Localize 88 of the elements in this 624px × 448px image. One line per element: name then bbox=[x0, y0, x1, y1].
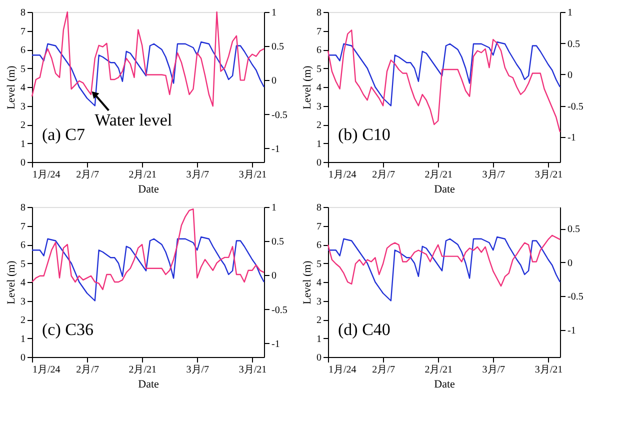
y-tick-label: 2 bbox=[316, 120, 322, 131]
annotation: (d) C40 bbox=[338, 320, 390, 339]
x-tick-label: 2月/7 bbox=[372, 364, 395, 376]
x-tick-label: 1月/24 bbox=[328, 364, 356, 376]
y-tick-label: 7 bbox=[20, 221, 26, 232]
x-axis-title: Date bbox=[434, 184, 455, 196]
y2-tick-label: -1 bbox=[568, 325, 576, 336]
y-tick-label: 5 bbox=[316, 64, 322, 75]
annotation: (c) C36 bbox=[42, 320, 94, 339]
x-tick-label: 3月/7 bbox=[482, 364, 506, 376]
y-tick-label: 3 bbox=[316, 101, 322, 112]
x-axis-title: Date bbox=[434, 378, 455, 390]
y-tick-label: 8 bbox=[316, 8, 322, 18]
x-tick-label: 3月/7 bbox=[186, 364, 210, 376]
y2-tick-label: 0 bbox=[272, 270, 276, 282]
annotation: (b) C10 bbox=[338, 125, 390, 144]
y-tick-label: 0 bbox=[316, 158, 322, 168]
y-tick-label: 0 bbox=[20, 158, 26, 168]
y-tick-label: 1 bbox=[20, 334, 26, 345]
y-tick-label: 2 bbox=[20, 120, 26, 131]
y2-tick-label: -1 bbox=[272, 144, 280, 155]
y-tick-label: 0 bbox=[316, 352, 322, 364]
y-tick-label: 8 bbox=[316, 202, 322, 214]
y-tick-label: 3 bbox=[20, 296, 26, 308]
y-tick-label: 1 bbox=[316, 334, 322, 345]
y-tick-label: 6 bbox=[20, 240, 26, 251]
x-tick-label: 2月/7 bbox=[372, 170, 395, 180]
y-tick-label: 1 bbox=[20, 138, 26, 150]
x-tick-label: 1月/24 bbox=[32, 170, 60, 180]
y-tick-label: 6 bbox=[20, 45, 26, 56]
x-tick-label: 2月/7 bbox=[76, 364, 99, 376]
y-tick-label: 4 bbox=[20, 278, 26, 288]
y2-tick-label: -0.5 bbox=[568, 292, 584, 303]
y2-tick-label: 0 bbox=[568, 70, 572, 81]
y-tick-label: 2 bbox=[316, 315, 322, 326]
y2-tick-label: 0.5 bbox=[272, 236, 284, 248]
y-axis-title: Level (m) bbox=[6, 260, 18, 304]
x-tick-label: 3月/7 bbox=[186, 170, 210, 180]
y2-tick-label: 0.5 bbox=[568, 38, 580, 50]
annotation: (a) C7 bbox=[42, 125, 86, 144]
y-tick-label: 4 bbox=[20, 82, 26, 94]
y-tick-label: 1 bbox=[316, 138, 322, 150]
x-tick-label: 1月/24 bbox=[328, 170, 356, 180]
y-axis-title: Level (m) bbox=[302, 65, 314, 110]
y-tick-label: 3 bbox=[20, 101, 26, 112]
y2-tick-label: -1 bbox=[272, 338, 280, 350]
x-tick-label: 3月/21 bbox=[534, 170, 563, 180]
y-tick-label: 4 bbox=[316, 278, 322, 288]
y2-tick-label: -1 bbox=[568, 132, 576, 144]
x-tick-label: 3月/7 bbox=[482, 170, 506, 180]
x-tick-label: 3月/21 bbox=[534, 364, 563, 376]
y-tick-label: 3 bbox=[316, 296, 322, 308]
x-tick-label: 3月/21 bbox=[238, 364, 267, 376]
x-tick-label: 3月/21 bbox=[238, 170, 267, 180]
y-tick-label: 4 bbox=[316, 82, 322, 94]
y-tick-label: 8 bbox=[20, 8, 26, 18]
x-tick-label: 1月/24 bbox=[32, 364, 60, 376]
y2-tick-label: -0.5 bbox=[272, 304, 288, 316]
y-tick-label: 0 bbox=[20, 352, 26, 364]
y2-tick-label: 1 bbox=[272, 8, 276, 18]
y2-tick-label: 0.5 bbox=[272, 42, 284, 53]
y-tick-label: 7 bbox=[316, 26, 322, 38]
y-tick-label: 7 bbox=[20, 26, 26, 38]
y2-tick-label: 0 bbox=[568, 258, 572, 269]
y2-tick-label: 0 bbox=[272, 76, 276, 87]
y2-tick-label: 0.5 bbox=[568, 224, 580, 236]
annotation: Water level bbox=[94, 110, 172, 130]
y-tick-label: 2 bbox=[20, 315, 26, 326]
x-tick-label: 2月/21 bbox=[128, 170, 156, 180]
x-tick-label: 2月/21 bbox=[424, 170, 452, 180]
y-tick-label: 5 bbox=[316, 258, 322, 270]
y-axis-title: Level (m) bbox=[6, 65, 18, 110]
y-tick-label: 8 bbox=[20, 202, 26, 214]
x-axis-title: Date bbox=[138, 184, 159, 196]
y-tick-label: 5 bbox=[20, 258, 26, 270]
x-tick-label: 2月/21 bbox=[424, 364, 452, 376]
y-tick-label: 5 bbox=[20, 64, 26, 75]
y2-tick-label: 1 bbox=[272, 202, 276, 214]
y-tick-label: 6 bbox=[316, 240, 322, 251]
y2-tick-label: -0.5 bbox=[568, 101, 584, 112]
x-axis-title: Date bbox=[138, 378, 159, 390]
y-axis-title: Level (m) bbox=[302, 260, 314, 304]
y2-tick-label: -0.5 bbox=[272, 110, 288, 121]
x-tick-label: 2月/21 bbox=[128, 364, 156, 376]
y2-tick-label: 1 bbox=[568, 8, 572, 18]
x-tick-label: 2月/7 bbox=[76, 170, 99, 180]
y-tick-label: 6 bbox=[316, 45, 322, 56]
y-tick-label: 7 bbox=[316, 221, 322, 232]
